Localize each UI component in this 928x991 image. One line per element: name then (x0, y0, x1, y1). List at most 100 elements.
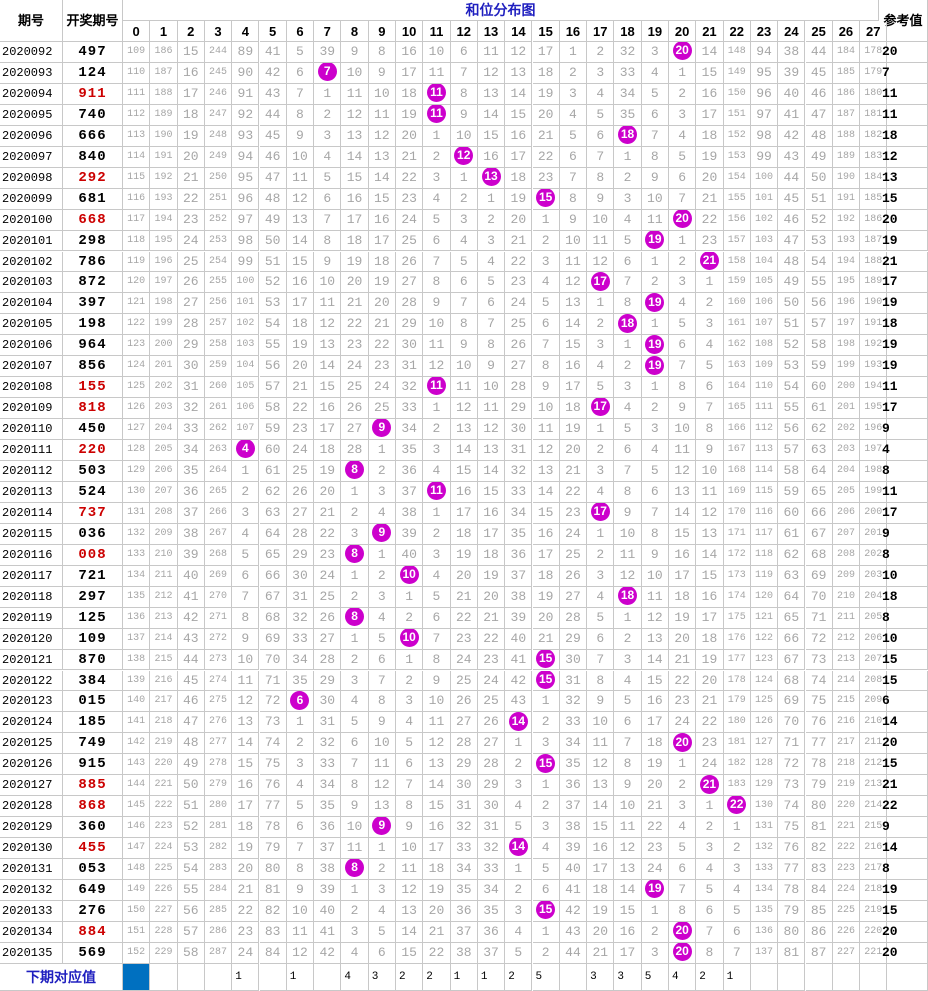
draw-number-cell: 740 (63, 104, 123, 126)
miss-cell: 2 (423, 419, 451, 441)
miss-cell: 205 (150, 440, 178, 461)
miss-cell: 6 (286, 62, 315, 84)
miss-cell: 101 (750, 188, 779, 210)
ref-cell: 19 (879, 880, 928, 901)
miss-cell: 207 (860, 649, 888, 671)
miss-cell: 2 (696, 817, 724, 839)
miss-cell: 3 (641, 419, 669, 441)
miss-cell: 87 (805, 942, 833, 964)
miss-cell: 15 (477, 125, 506, 147)
miss-cell: 43 (259, 83, 287, 105)
miss-cell: 95 (750, 62, 779, 84)
miss-cell: 193 (860, 356, 888, 378)
miss-cell: 148 (123, 859, 151, 880)
miss-cell: 34 (396, 419, 424, 441)
miss-cell: 2 (532, 712, 560, 734)
miss-cell: 15 (587, 817, 615, 839)
miss-cell: 48 (805, 125, 833, 147)
draw-number-cell: 569 (63, 942, 123, 964)
miss-cell: 187 (150, 62, 178, 84)
hit-ball: 15 (536, 754, 556, 773)
miss-cell: 21 (341, 293, 369, 315)
miss-cell: 4 (450, 230, 478, 252)
hit-ball: 11 (426, 83, 446, 103)
miss-cell: 7 (587, 649, 615, 671)
column-header: 3 (204, 21, 233, 42)
miss-cell: 10 (286, 900, 315, 922)
miss-cell: 5 (505, 817, 533, 839)
miss-cell: 1 (423, 125, 451, 147)
miss-cell: 51 (805, 188, 833, 210)
miss-cell: 8 (450, 83, 478, 105)
miss-cell: 10 (423, 314, 451, 336)
miss-cell: 169 (723, 481, 751, 503)
miss-cell: 13 (286, 209, 315, 231)
miss-cell: 2 (669, 251, 697, 273)
hit-cell: 17 (587, 502, 615, 524)
miss-cell: 43 (505, 691, 533, 713)
miss-cell: 175 (723, 607, 751, 629)
miss-cell: 10 (423, 42, 451, 63)
period-cell: 2020132 (0, 880, 63, 901)
miss-cell: 18 (532, 565, 560, 587)
ref-cell: 22 (879, 796, 928, 818)
miss-cell: 3 (232, 502, 260, 524)
miss-cell: 25 (477, 691, 506, 713)
miss-cell: 33 (286, 628, 315, 650)
miss-cell: 37 (314, 838, 342, 860)
miss-cell: 4 (396, 712, 424, 734)
miss-cell: 10 (286, 146, 315, 168)
period-cell: 2020109 (0, 398, 63, 420)
miss-cell: 28 (559, 607, 588, 629)
miss-cell: 120 (750, 586, 779, 608)
hit-cell: 21 (696, 775, 724, 797)
column-header: 14 (505, 21, 533, 42)
miss-cell: 54 (778, 377, 806, 399)
miss-cell: 14 (341, 146, 369, 168)
miss-cell: 22 (696, 209, 724, 231)
miss-cell: 6 (341, 733, 369, 755)
miss-cell: 20 (669, 628, 697, 650)
miss-cell: 227 (150, 900, 178, 922)
miss-cell: 40 (778, 83, 806, 105)
miss-cell: 18 (314, 440, 342, 461)
miss-cell: 102 (750, 209, 779, 231)
period-cell: 2020101 (0, 230, 63, 252)
miss-cell: 228 (150, 921, 178, 943)
draw-number-cell: 911 (63, 83, 123, 105)
miss-cell: 3 (532, 817, 560, 839)
hit-ball: 20 (672, 42, 692, 61)
miss-cell: 119 (750, 565, 779, 587)
miss-cell: 20 (423, 900, 451, 922)
miss-cell: 185 (832, 62, 861, 84)
miss-cell: 10 (587, 209, 615, 231)
miss-cell: 6 (614, 440, 642, 461)
column-header: 23 (750, 21, 779, 42)
miss-cell: 53 (778, 356, 806, 378)
hit-ball: 17 (590, 398, 610, 417)
miss-cell: 113 (123, 125, 151, 147)
miss-cell: 98 (232, 230, 260, 252)
miss-cell: 199 (860, 481, 888, 503)
miss-cell: 3 (505, 900, 533, 922)
miss-cell: 192 (150, 167, 178, 189)
miss-cell: 7 (423, 251, 451, 273)
miss-cell: 33 (396, 398, 424, 420)
miss-cell: 75 (778, 817, 806, 839)
miss-cell: 7 (396, 775, 424, 797)
draw-number-cell: 840 (63, 146, 123, 168)
miss-cell: 18 (532, 62, 560, 84)
miss-cell: 10 (314, 272, 342, 294)
miss-cell: 28 (396, 293, 424, 315)
miss-cell: 15 (341, 167, 369, 189)
miss-cell: 17 (587, 859, 615, 880)
footer-cell (832, 963, 861, 991)
miss-cell: 21 (423, 921, 451, 943)
miss-cell: 4 (532, 272, 560, 294)
miss-cell: 16 (477, 146, 506, 168)
miss-cell: 7 (314, 209, 342, 231)
miss-cell: 125 (123, 377, 151, 399)
miss-cell: 23 (641, 838, 669, 860)
hit-ball: 20 (672, 942, 692, 962)
miss-cell: 5 (368, 921, 396, 943)
